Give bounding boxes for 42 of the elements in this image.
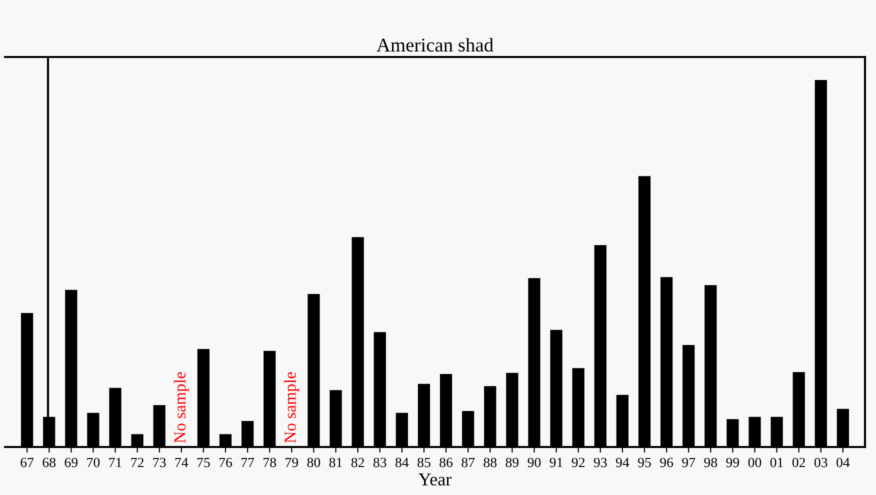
x-tick-label: 77 [242, 458, 254, 468]
x-axis-title: Year [418, 473, 452, 486]
x-tick-label: 68 [42, 458, 56, 468]
chart-title: American shad [376, 38, 494, 52]
x-tick-label: 76 [219, 458, 232, 468]
x-tick-label: 95 [638, 458, 651, 468]
x-tick-label: 67 [20, 458, 34, 468]
x-tick-label: 70 [87, 458, 100, 468]
x-tick-label: 93 [594, 458, 607, 468]
x-tick-label: 72 [131, 458, 144, 468]
x-tick-label: 89 [506, 458, 519, 468]
x-tick-label: 79 [286, 458, 298, 468]
x-tick-label: 75 [197, 458, 210, 468]
x-tick-label: 81 [329, 458, 342, 468]
x-tick-label: 73 [153, 458, 166, 468]
x-tick-label: 01 [770, 458, 783, 468]
x-tick-label: 85 [418, 458, 430, 468]
x-tick-label: 96 [660, 458, 674, 468]
x-tick-label: 92 [572, 458, 585, 468]
x-tick-label: 94 [616, 458, 630, 468]
x-tick-label: 87 [462, 458, 475, 468]
x-tick-label: 71 [109, 458, 122, 468]
x-tick-label: 78 [264, 458, 276, 468]
x-tick-label: 84 [396, 458, 409, 468]
x-tick-label: 91 [550, 458, 562, 468]
x-tick-label: 03 [814, 458, 828, 468]
x-tick-label: 82 [351, 458, 364, 468]
x-tick-label: 98 [704, 458, 718, 468]
x-tick-label: 00 [748, 458, 762, 468]
x-tick-label: 97 [682, 458, 696, 468]
x-tick-label: 74 [175, 458, 188, 468]
x-tick-label: 04 [836, 458, 850, 468]
annotation: No sample [174, 372, 189, 443]
x-tick-label: 88 [484, 458, 497, 468]
x-tick-label: 02 [792, 458, 806, 468]
annotation: No sample [284, 372, 300, 443]
x-tick-label: 99 [726, 458, 740, 468]
x-tick-label: 80 [307, 458, 320, 468]
x-tick-label: 90 [528, 458, 541, 468]
x-tick-label: 69 [64, 458, 78, 468]
x-tick-label: 86 [440, 458, 453, 468]
x-tick-label: 83 [373, 458, 386, 468]
